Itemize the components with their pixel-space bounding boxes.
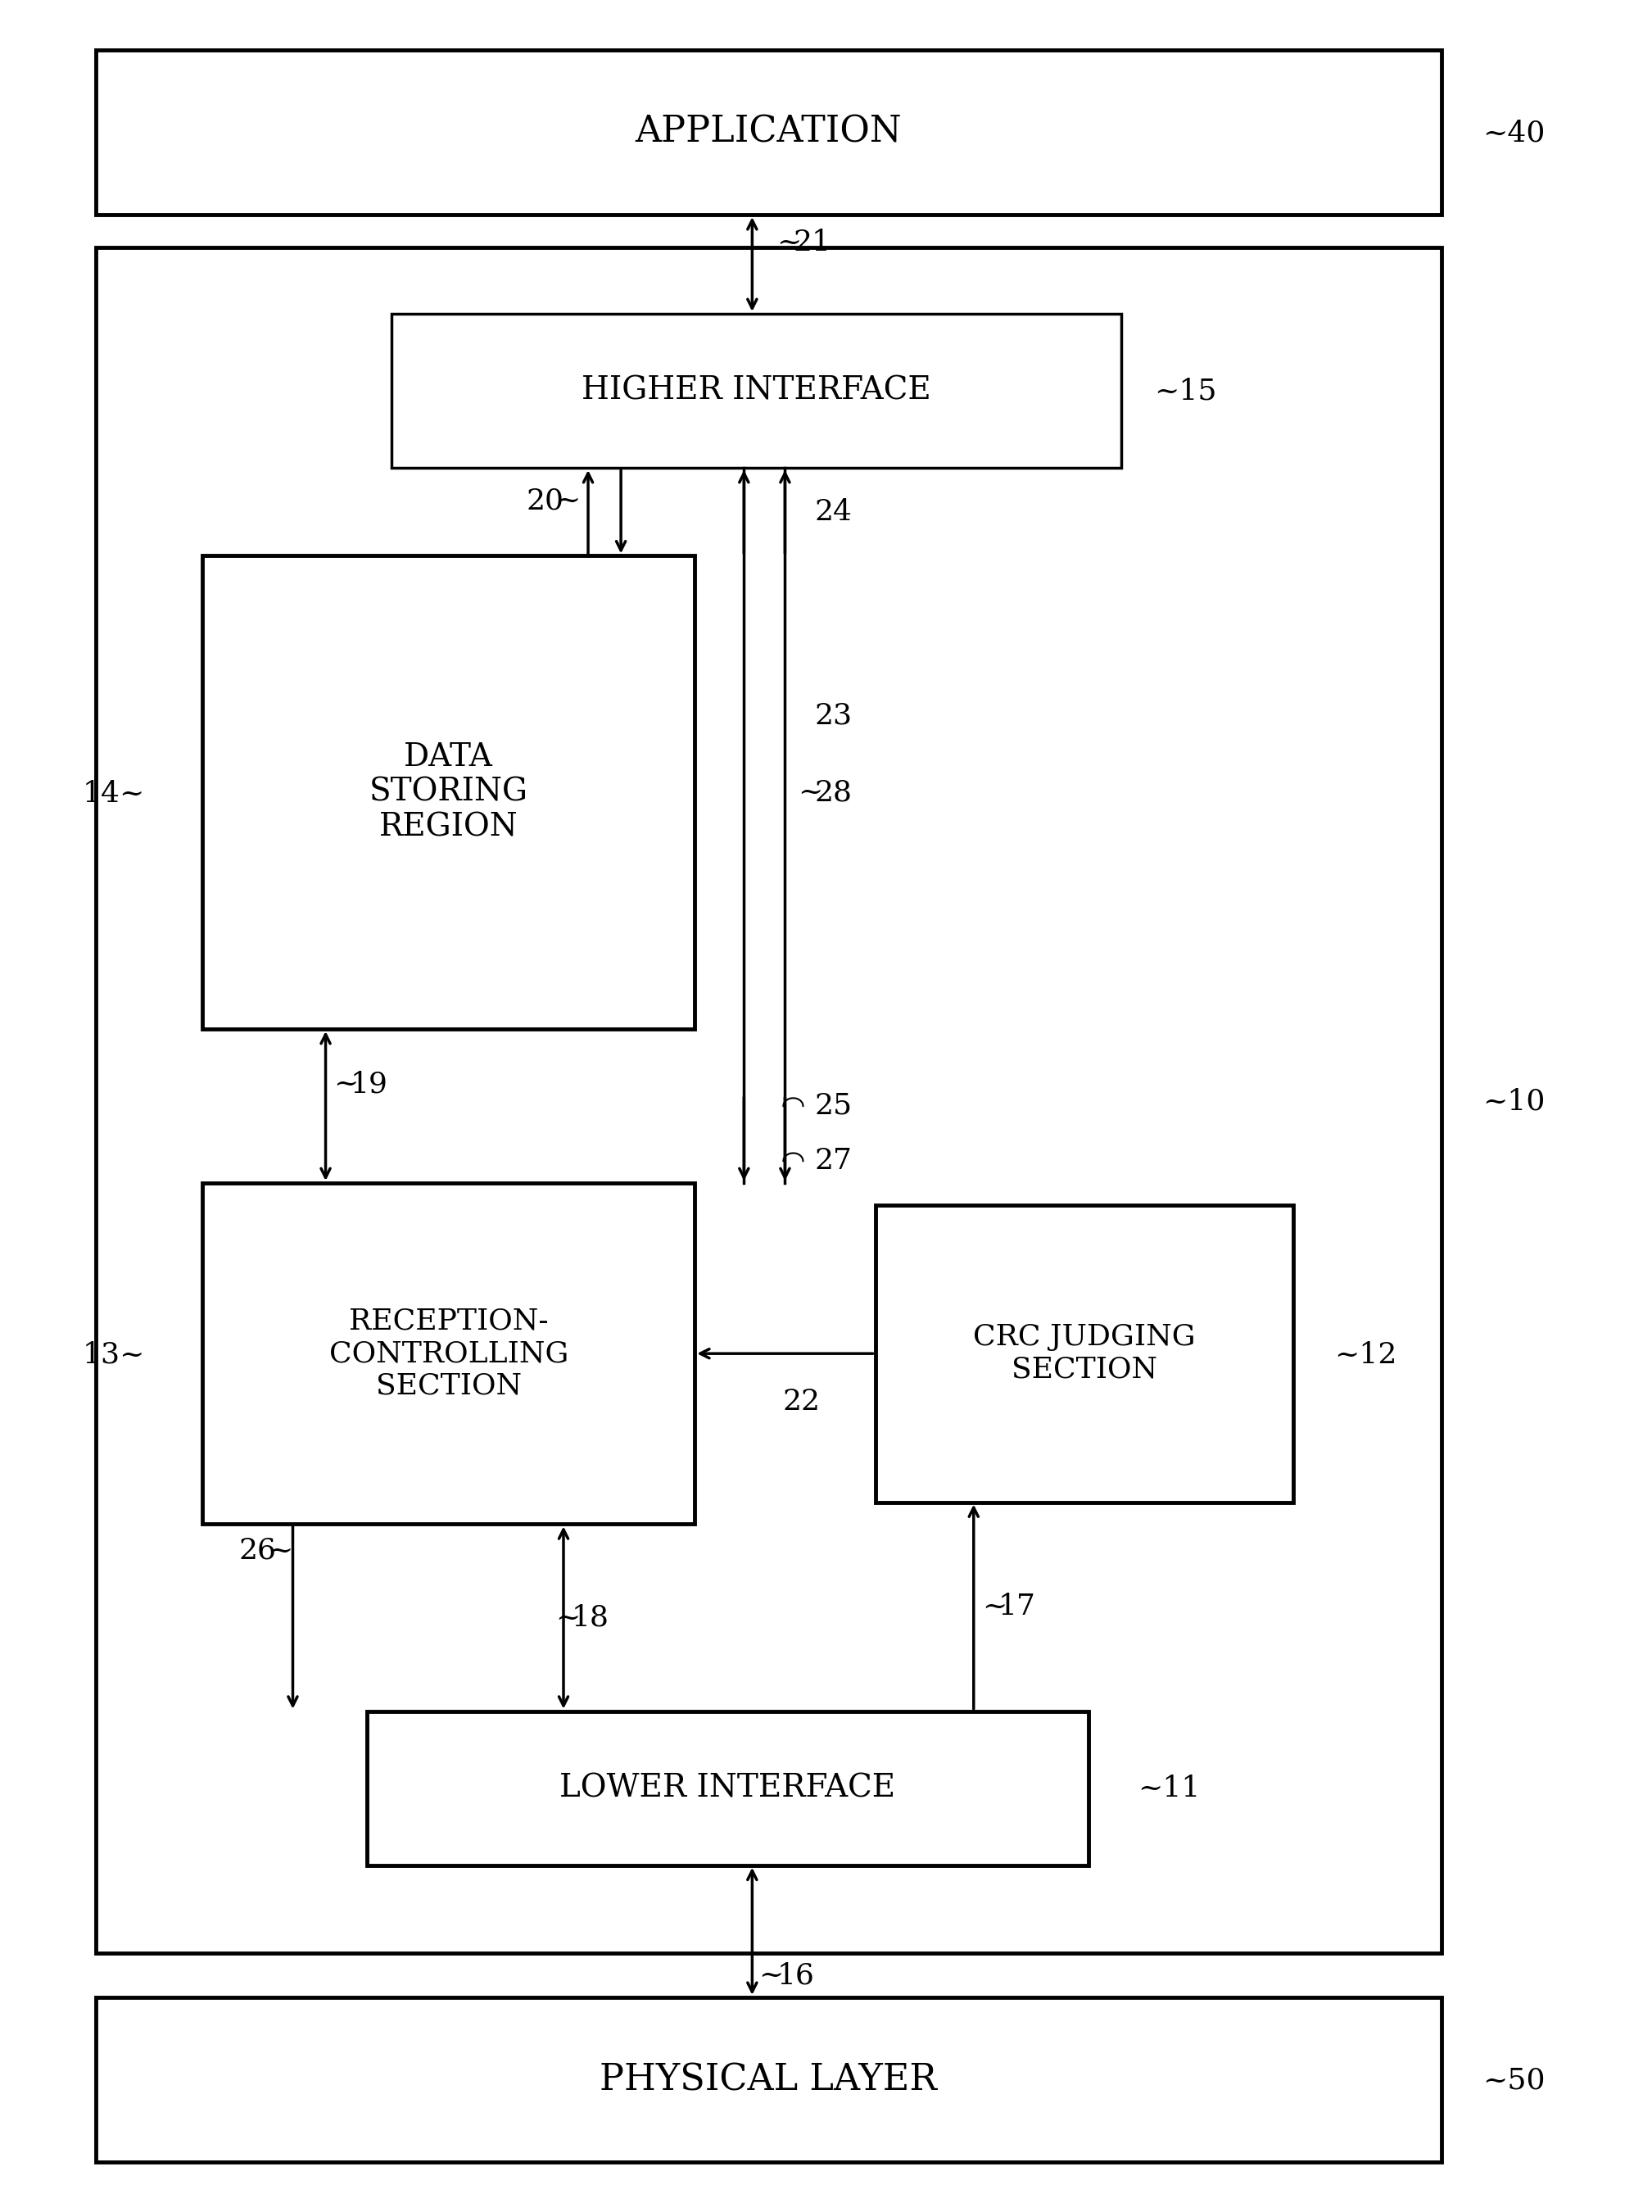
Text: 24: 24 bbox=[814, 498, 852, 526]
Text: ~50: ~50 bbox=[1482, 2066, 1545, 2095]
Text: ~: ~ bbox=[334, 1071, 358, 1097]
Text: ~: ~ bbox=[268, 1537, 292, 1564]
Text: 26: 26 bbox=[240, 1537, 276, 1564]
Text: 17: 17 bbox=[998, 1593, 1036, 1621]
Text: 22: 22 bbox=[783, 1389, 821, 1416]
Bar bbox=[876, 1206, 1294, 1502]
Bar bbox=[203, 1183, 695, 1524]
Text: HIGHER INTERFACE: HIGHER INTERFACE bbox=[582, 376, 932, 407]
Bar bbox=[96, 1997, 1441, 2163]
Text: ~12: ~12 bbox=[1335, 1340, 1398, 1369]
Text: APPLICATION: APPLICATION bbox=[634, 115, 902, 150]
Text: ~: ~ bbox=[758, 1962, 783, 1989]
Bar bbox=[203, 555, 695, 1029]
Text: ~: ~ bbox=[555, 1604, 580, 1632]
Text: 14~: 14~ bbox=[83, 779, 145, 807]
Text: 18: 18 bbox=[572, 1604, 610, 1632]
Text: 20: 20 bbox=[525, 487, 563, 515]
Text: ~: ~ bbox=[798, 779, 823, 807]
Bar bbox=[392, 314, 1122, 467]
Text: 13~: 13~ bbox=[83, 1340, 145, 1369]
Text: ~40: ~40 bbox=[1482, 119, 1545, 148]
Text: 27: 27 bbox=[814, 1148, 852, 1175]
Text: 21: 21 bbox=[793, 228, 831, 257]
Text: DATA
STORING
REGION: DATA STORING REGION bbox=[368, 743, 529, 843]
Text: CRC JUDGING
SECTION: CRC JUDGING SECTION bbox=[973, 1323, 1196, 1385]
Text: LOWER INTERFACE: LOWER INTERFACE bbox=[560, 1774, 895, 1803]
Text: ~15: ~15 bbox=[1155, 376, 1218, 405]
Text: RECEPTION-
CONTROLLING
SECTION: RECEPTION- CONTROLLING SECTION bbox=[329, 1307, 568, 1400]
Bar bbox=[96, 248, 1441, 1953]
Text: 28: 28 bbox=[814, 779, 852, 807]
Text: ~10: ~10 bbox=[1482, 1088, 1545, 1115]
Text: ~: ~ bbox=[981, 1593, 1006, 1621]
Text: 25: 25 bbox=[814, 1093, 852, 1119]
Text: PHYSICAL LAYER: PHYSICAL LAYER bbox=[600, 2062, 937, 2097]
Text: ~11: ~11 bbox=[1138, 1774, 1201, 1803]
Bar bbox=[367, 1712, 1089, 1865]
Text: ~: ~ bbox=[555, 487, 580, 515]
Bar bbox=[96, 49, 1441, 215]
Text: 19: 19 bbox=[350, 1071, 388, 1097]
Text: 16: 16 bbox=[776, 1962, 814, 1989]
Text: 23: 23 bbox=[814, 701, 852, 730]
Text: ~: ~ bbox=[776, 228, 801, 257]
